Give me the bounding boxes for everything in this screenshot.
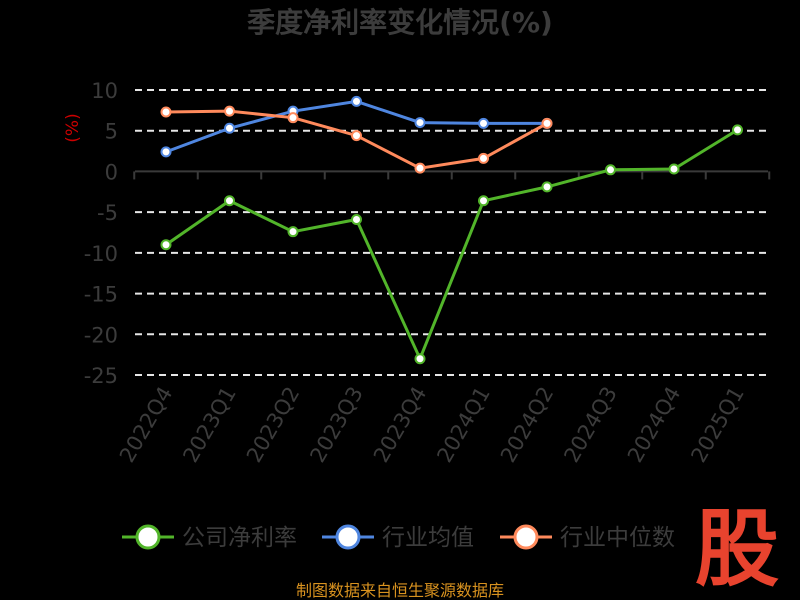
x-tick-label: 2023Q1 — [178, 383, 240, 467]
data-point — [160, 239, 172, 251]
x-tick-label: 2024Q3 — [559, 383, 621, 467]
legend-marker — [135, 524, 161, 550]
x-tick-label: 2024Q1 — [432, 383, 494, 467]
y-tick-label: -25 — [84, 364, 118, 388]
y-tick-label: 0 — [105, 160, 118, 184]
data-point — [478, 117, 489, 129]
x-tick-label: 2023Q3 — [305, 383, 367, 467]
data-point — [541, 181, 553, 193]
series-line — [165, 128, 739, 363]
data-point — [224, 105, 235, 117]
data-point — [414, 162, 426, 174]
data-point — [287, 112, 299, 124]
x-tick-label: 2023Q4 — [369, 383, 431, 467]
y-tick-label: -15 — [84, 283, 118, 307]
series-line — [165, 99, 547, 154]
y-tick-label: -20 — [84, 323, 118, 347]
legend-label: 行业中位数 — [560, 525, 675, 551]
data-point — [351, 95, 362, 107]
data-point — [224, 122, 235, 134]
data-point — [478, 195, 489, 207]
legend-label: 公司净利率 — [182, 525, 297, 551]
data-point — [287, 226, 299, 238]
y-tick-label: -10 — [84, 242, 118, 266]
legend-marker — [335, 524, 361, 550]
data-point — [224, 195, 235, 207]
x-tick-label: 2023Q2 — [242, 383, 304, 467]
data-point — [414, 117, 426, 129]
data-source-note: 制图数据来自恒生聚源数据库 — [296, 581, 504, 600]
series-lines — [160, 95, 743, 365]
brand-logo: 股 — [695, 500, 779, 598]
x-tick-label: 2024Q4 — [623, 383, 685, 467]
chart-title: 季度净利率变化情况(%) — [247, 6, 553, 39]
y-tick-label: 10 — [91, 79, 118, 103]
data-point — [478, 152, 489, 164]
legend-label: 行业均值 — [382, 525, 474, 551]
legend: 公司净利率 行业均值 行业中位数 — [122, 524, 675, 551]
data-point — [160, 146, 172, 158]
y-axis-unit-label: (%) — [63, 113, 83, 142]
data-point — [668, 163, 680, 175]
y-tick-label: -5 — [97, 201, 118, 225]
legend-marker — [513, 524, 539, 550]
x-axis-tick-labels: 2022Q4 2023Q1 2023Q2 2023Q3 2023Q4 2024Q1 2024… — [115, 383, 749, 467]
data-point — [414, 353, 426, 365]
y-axis-tick-labels: 10 5 0 -5 -10 -15 -20 -25 — [84, 79, 118, 388]
data-point — [351, 130, 362, 142]
y-tick-label: 5 — [105, 120, 118, 144]
x-tick-label: 2025Q1 — [686, 383, 748, 467]
data-point — [351, 213, 362, 225]
data-point — [605, 164, 616, 176]
x-tick-label: 2022Q4 — [115, 383, 177, 467]
data-point — [732, 124, 743, 136]
gridlines — [135, 89, 768, 376]
data-point — [541, 117, 553, 129]
data-point — [160, 106, 172, 118]
x-tick-label: 2024Q2 — [496, 383, 558, 467]
